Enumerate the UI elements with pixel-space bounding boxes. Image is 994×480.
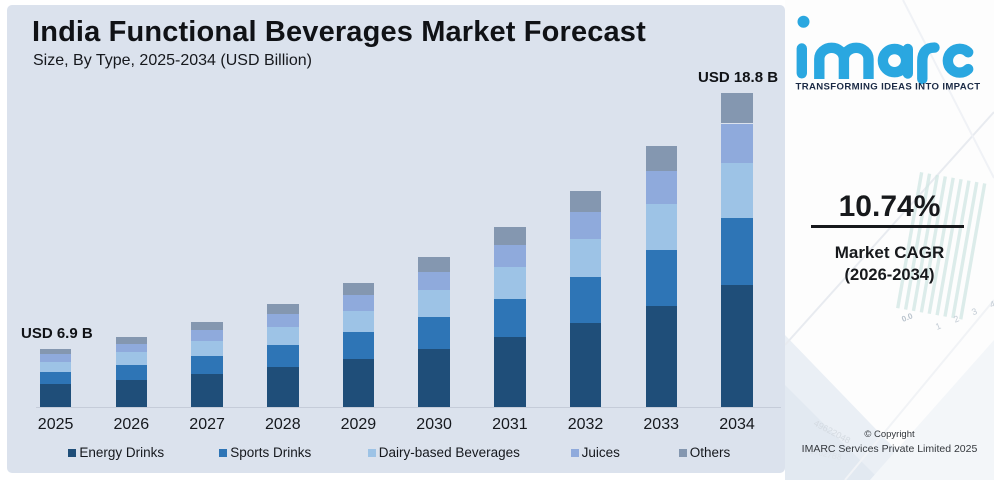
svg-text:TRANSFORMING IDEAS INTO IMPACT: TRANSFORMING IDEAS INTO IMPACT (796, 82, 981, 93)
svg-text:0.0: 0.0 (900, 311, 914, 324)
